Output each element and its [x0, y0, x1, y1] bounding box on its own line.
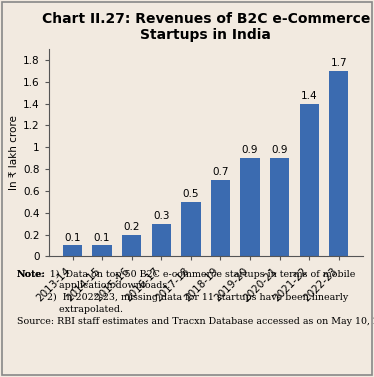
Bar — [329, 71, 349, 256]
Text: Note:  1)  Data on top 50 B2C e-commerce startups in terms of mobile
           : Note: 1) Data on top 50 B2C e-commerce s… — [17, 270, 374, 326]
Text: 0.9: 0.9 — [242, 146, 258, 155]
Text: Note:: Note: — [17, 270, 46, 279]
Bar — [211, 180, 230, 256]
Text: 0.1: 0.1 — [64, 233, 81, 243]
Bar — [92, 245, 112, 256]
Bar — [181, 202, 200, 256]
Text: 0.1: 0.1 — [94, 233, 110, 243]
Text: 0.3: 0.3 — [153, 211, 169, 221]
Bar — [240, 158, 260, 256]
Text: 0.5: 0.5 — [183, 189, 199, 199]
Bar — [270, 158, 289, 256]
Y-axis label: In ₹ lakh crore: In ₹ lakh crore — [9, 115, 19, 190]
Text: 0.9: 0.9 — [272, 146, 288, 155]
Bar — [63, 245, 82, 256]
Text: 0.2: 0.2 — [123, 222, 140, 232]
Text: 1.7: 1.7 — [331, 58, 347, 68]
Bar — [152, 224, 171, 256]
Bar — [122, 234, 141, 256]
Text: 1.4: 1.4 — [301, 91, 318, 101]
Text: 0.7: 0.7 — [212, 167, 229, 177]
Bar — [300, 104, 319, 256]
Title: Chart II.27: Revenues of B2C e-Commerce
Startups in India: Chart II.27: Revenues of B2C e-Commerce … — [42, 12, 370, 42]
